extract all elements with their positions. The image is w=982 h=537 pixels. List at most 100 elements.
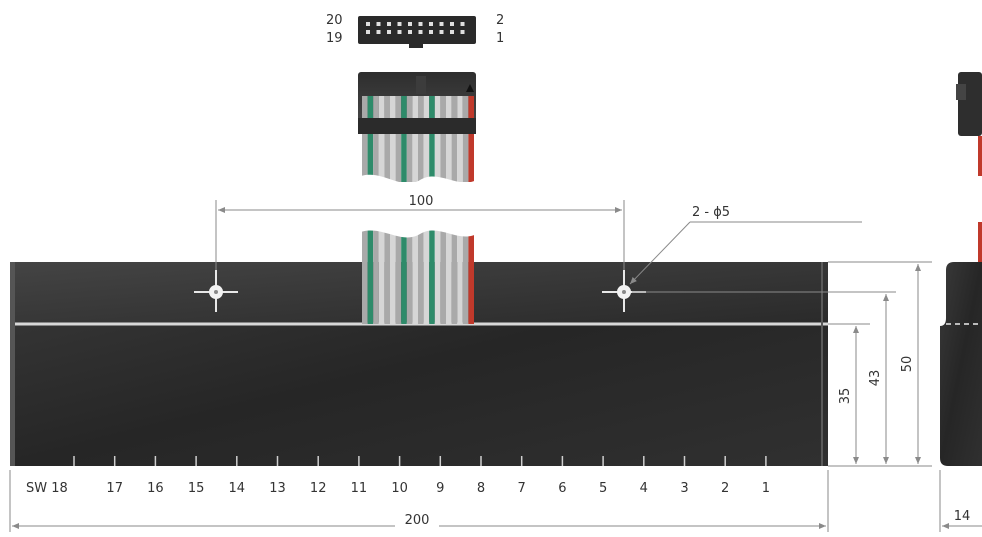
ribbon-wire [418, 228, 424, 264]
switch-label: 1 [762, 481, 770, 496]
switch-label: 3 [680, 481, 688, 496]
ribbon-wire [378, 228, 385, 264]
side-ribbon-upper [978, 136, 982, 176]
connector-top-view: 20 19 2 1 [326, 13, 504, 48]
switch-label: 7 [518, 481, 526, 496]
ribbon-wire [395, 262, 402, 324]
connector-pin [366, 22, 370, 26]
ribbon-wire [446, 96, 452, 182]
ribbon-wire [367, 228, 374, 264]
switch-ticks [73, 456, 767, 466]
ribbon-wire [429, 228, 435, 264]
ribbon-wire [457, 96, 463, 182]
switch-label: 14 [229, 481, 246, 496]
switch-label: 8 [477, 481, 485, 496]
connector-pin-dots [366, 22, 465, 34]
side-plug-latch [956, 84, 966, 100]
ribbon-wire [440, 262, 446, 324]
ribbon-wire [395, 228, 402, 264]
connector-pin [376, 30, 381, 34]
dim-lower-height: 35 [838, 388, 853, 405]
ribbon-wire [429, 96, 435, 182]
ribbon-wire [412, 96, 418, 182]
ribbon-wire [418, 96, 424, 182]
dim-side-depth-value: 14 [954, 509, 971, 524]
connector-pin [376, 22, 381, 26]
connector-pin [366, 30, 370, 34]
pin-label-19: 19 [326, 31, 343, 46]
connector-header [358, 16, 476, 44]
switch-label: 13 [269, 481, 286, 496]
ribbon-wire [423, 262, 430, 324]
callout-holes: 2 - ϕ5 [629, 205, 862, 285]
connector-pin [418, 22, 423, 26]
ribbon-wire [434, 96, 441, 182]
ribbon-wire [401, 228, 407, 264]
switch-label: 9 [436, 481, 444, 496]
ribbon-on-body [362, 262, 474, 324]
ribbon-wire [367, 262, 374, 324]
ribbon-upper [358, 96, 476, 182]
connector-pin [408, 30, 412, 34]
callout-holes-text: 2 - ϕ5 [692, 205, 730, 220]
dim-overall-width-value: 200 [405, 513, 430, 528]
ribbon-wire [434, 262, 441, 324]
side-plug [958, 72, 982, 136]
connector-pin [439, 22, 444, 26]
ribbon-lower [362, 228, 474, 264]
switch-label: 2 [721, 481, 729, 496]
ribbon-wire [401, 96, 407, 182]
ribbon-wire [423, 96, 430, 182]
dim-hole-spacing: 100 [215, 190, 625, 270]
pin-label-1: 1 [496, 31, 504, 46]
connector-pin [460, 22, 465, 26]
side-ribbon-lower [978, 222, 982, 262]
ribbon-wire [451, 96, 458, 182]
ribbon-wire [378, 262, 385, 324]
ribbon-wire [406, 228, 413, 264]
ribbon-wire [457, 228, 463, 264]
ribbon-wire [395, 96, 402, 182]
ribbon-wire [373, 228, 379, 264]
side-body [940, 262, 982, 466]
dim-overall-height: 50 [900, 356, 915, 373]
pin1-triangle-icon [466, 84, 474, 92]
ribbon-wire [462, 96, 469, 182]
ribbon-wire [378, 96, 385, 182]
ribbon-wire [462, 262, 469, 324]
ribbon-wire [451, 262, 458, 324]
dim-vertical-set: 50 43 35 [632, 261, 932, 467]
switch-label: 5 [599, 481, 607, 496]
switch-label: 10 [391, 481, 408, 496]
plug-clamp [358, 118, 476, 134]
switch-label: 12 [310, 481, 327, 496]
ribbon-wire [440, 228, 446, 264]
ribbon-wire [468, 96, 474, 182]
switch-labels: SW 18 17 16 15 14 13 12 11 10 9 8 7 6 5 4 3 2 1 [26, 481, 770, 496]
ribbon-wire [446, 228, 452, 264]
ribbon-wire [367, 96, 374, 182]
connector-key [409, 44, 423, 48]
ribbon-wire [446, 262, 452, 324]
dim-overall-width: 200 [9, 470, 829, 532]
dim-side-depth: 14 [939, 470, 982, 532]
pin-label-2: 2 [496, 13, 504, 28]
mounting-hole-right [602, 270, 646, 312]
connector-pin [387, 22, 391, 26]
ribbon-wire [468, 228, 474, 264]
ribbon-wire [362, 96, 368, 182]
connector-pin [429, 30, 433, 34]
connector-pin [387, 30, 391, 34]
ribbon-wire [390, 262, 396, 324]
dim-hole-height: 43 [868, 370, 883, 387]
ribbon-wire [468, 262, 474, 324]
ribbon-wire [384, 96, 390, 182]
side-view [940, 72, 982, 466]
switch-label: 11 [351, 481, 368, 496]
ribbon-wire [418, 262, 424, 324]
ribbon-wire [401, 262, 407, 324]
switch-body [10, 262, 828, 466]
connector-pin [397, 22, 402, 26]
connector-pin [450, 22, 454, 26]
